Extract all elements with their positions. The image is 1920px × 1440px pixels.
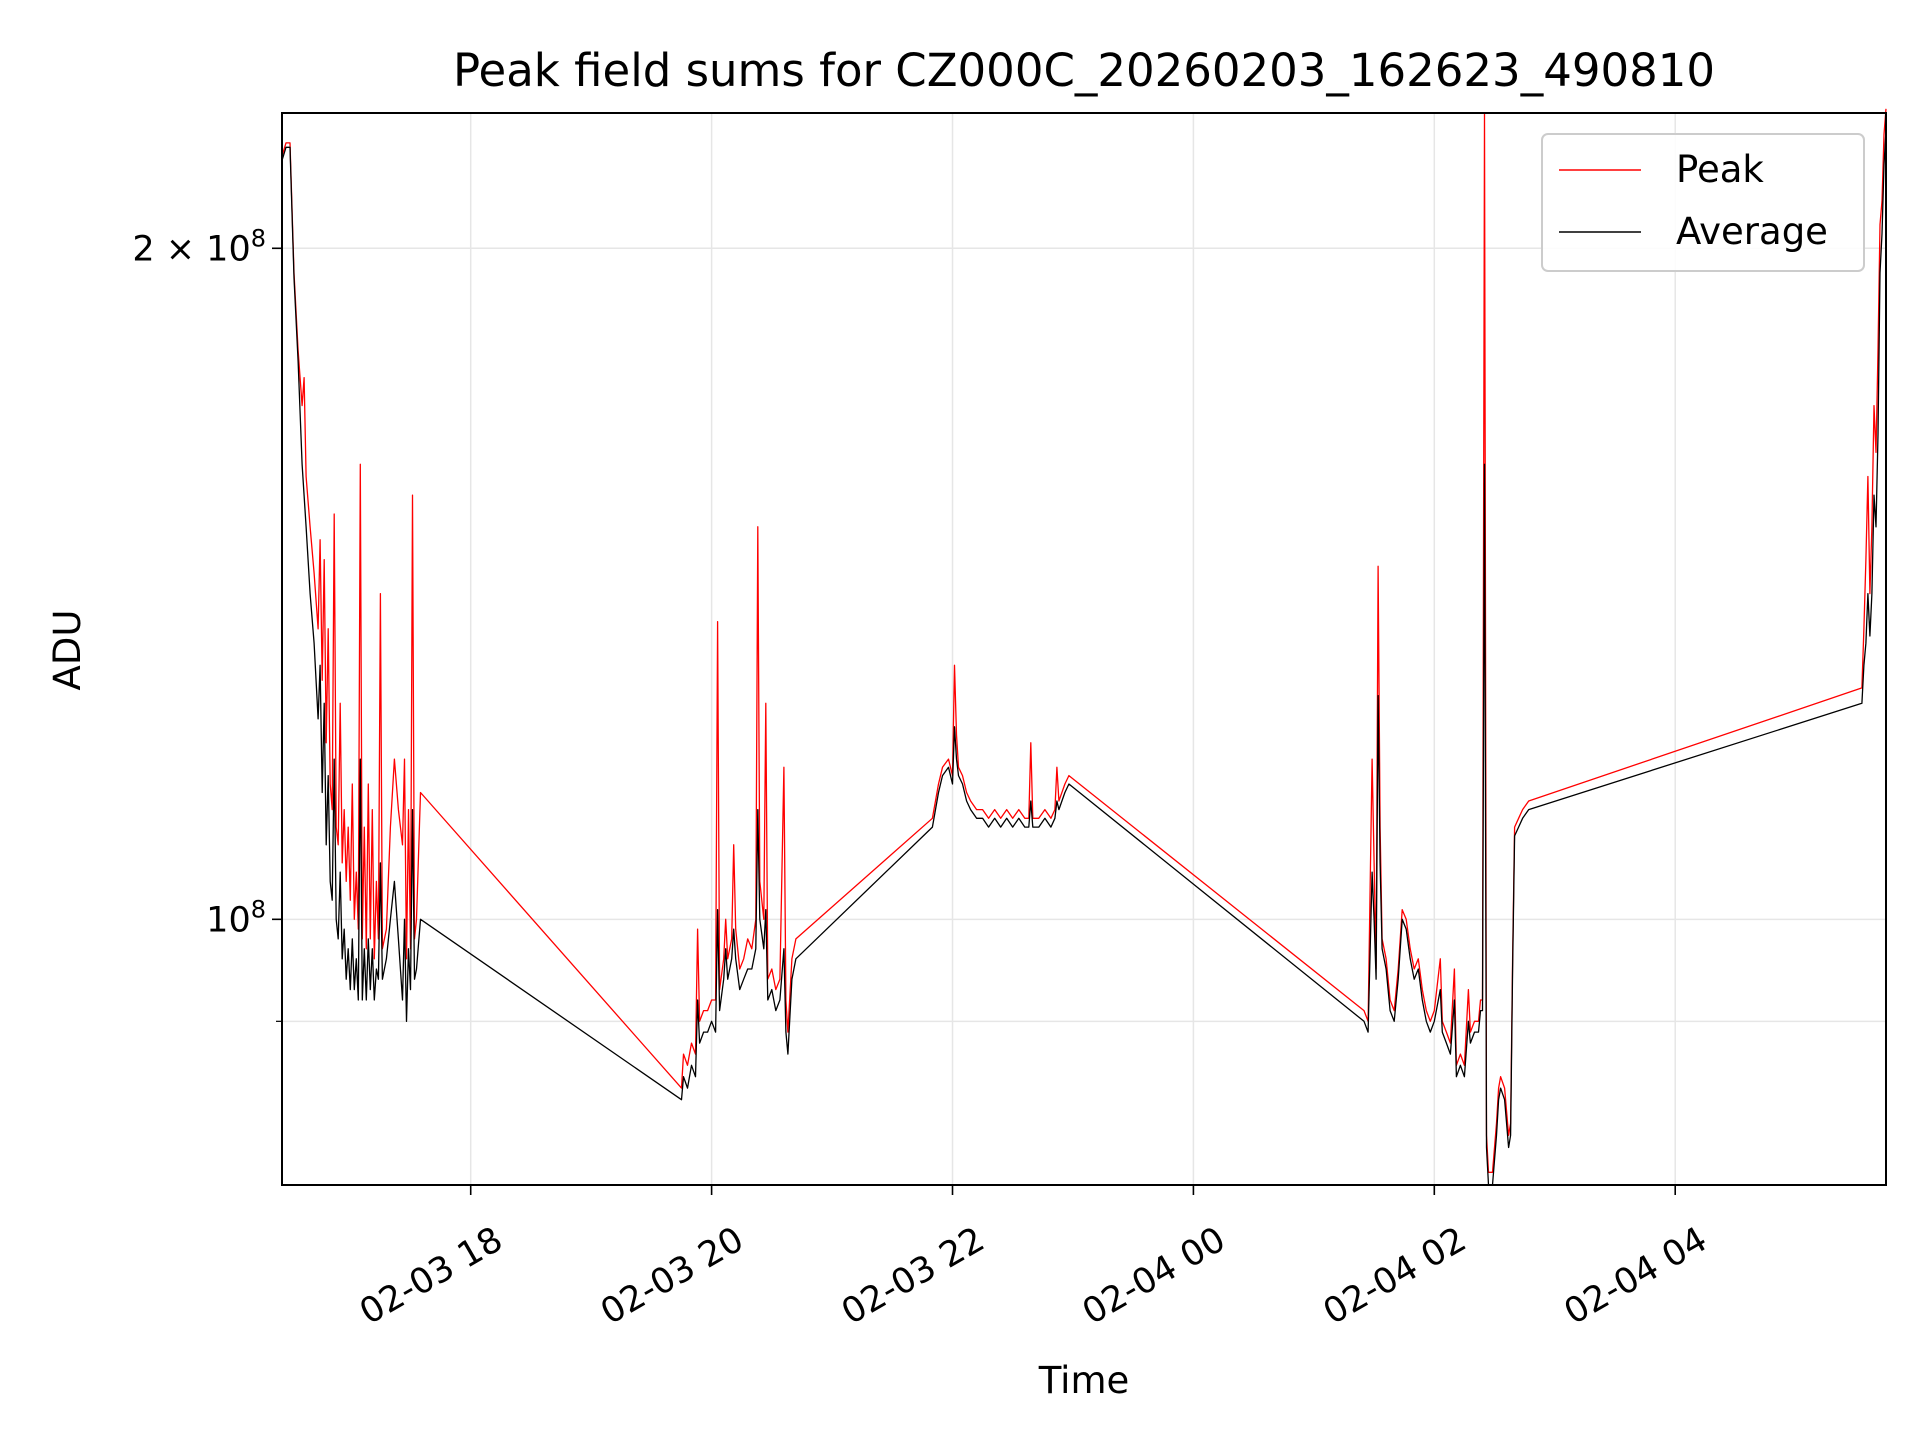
y-tick-label: 108 <box>206 895 266 940</box>
legend: Peak Average <box>1541 133 1865 272</box>
y-tick-label-base: 2 × 10 <box>132 229 250 269</box>
legend-label-average: Average <box>1676 210 1828 253</box>
x-axis-label: Time <box>1038 1359 1130 1402</box>
plot-frame <box>281 112 1887 1186</box>
series-line-average <box>281 129 1887 1186</box>
legend-label-peak: Peak <box>1676 148 1764 191</box>
y-tick-label: 2 × 108 <box>132 224 266 269</box>
chart-title: Peak field sums for CZ000C_20260203_1626… <box>453 44 1715 97</box>
series-line-peak <box>281 108 1887 1173</box>
y-tick-label-exponent: 8 <box>251 224 266 252</box>
y-tick-label-exponent: 8 <box>251 895 266 923</box>
legend-box <box>1541 133 1865 272</box>
series-layer <box>281 108 1887 1186</box>
y-tick-label-base: 10 <box>206 900 251 940</box>
y-axis-label: ADU <box>46 610 89 691</box>
